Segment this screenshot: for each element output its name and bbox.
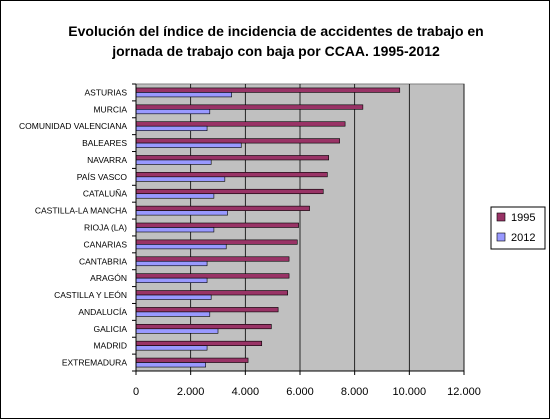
legend-label-1995: 1995 bbox=[511, 212, 535, 224]
x-tick-label: 4.000 bbox=[232, 386, 260, 398]
category-label: GALICIA bbox=[93, 324, 127, 334]
bar-1995 bbox=[135, 256, 290, 262]
category-label: MADRID bbox=[93, 341, 127, 351]
x-tick-label: 6.000 bbox=[286, 386, 314, 398]
category-label: BALEARES bbox=[82, 138, 127, 148]
category-label: CANTABRIA bbox=[79, 256, 127, 266]
bar-2012 bbox=[135, 260, 208, 267]
category-label: COMUNIDAD VALENCIANA bbox=[19, 121, 127, 131]
bar-2012 bbox=[135, 92, 232, 98]
bar-2012 bbox=[135, 328, 219, 334]
chart-title: Evolución del índice de incidencia de ac… bbox=[1, 21, 550, 61]
x-tick-label: 2.000 bbox=[177, 386, 205, 398]
legend-label-2012: 2012 bbox=[511, 232, 535, 244]
bar-1995 bbox=[135, 290, 288, 296]
bar-2012 bbox=[135, 159, 212, 165]
bar-1995 bbox=[135, 357, 249, 363]
bar-1995 bbox=[135, 205, 310, 211]
category-label: CASTILLA Y LEÓN bbox=[54, 290, 127, 300]
bar-2012 bbox=[135, 294, 212, 300]
category-label: ARAGÓN bbox=[90, 273, 127, 283]
bar-1995 bbox=[135, 323, 272, 330]
legend-swatch-2012 bbox=[496, 232, 506, 242]
bar-2012 bbox=[135, 345, 208, 351]
bar-1995 bbox=[135, 172, 328, 178]
category-label: CATALUÑA bbox=[83, 189, 127, 199]
x-tick-label: 12.000 bbox=[447, 386, 481, 398]
category-label: CASTILLA-LA MANCHA bbox=[35, 206, 127, 216]
bar-1995 bbox=[135, 222, 299, 228]
bar-2012 bbox=[135, 193, 215, 199]
category-label: RIOJA (LA) bbox=[84, 223, 127, 233]
category-label: ASTURIAS bbox=[84, 87, 127, 97]
bar-1995 bbox=[135, 87, 401, 93]
bar-2012 bbox=[135, 244, 227, 250]
bar-1995 bbox=[135, 239, 298, 245]
bar-2012 bbox=[135, 176, 226, 182]
bar-1995 bbox=[135, 138, 340, 144]
legend: 1995 2012 bbox=[490, 206, 546, 250]
bar-2012 bbox=[135, 311, 211, 317]
bar-2012 bbox=[135, 277, 208, 283]
bar-2012 bbox=[135, 109, 211, 115]
x-tick-label: 0 bbox=[133, 386, 139, 398]
bar-1995 bbox=[135, 307, 279, 313]
category-label: PAÍS VASCO bbox=[77, 172, 128, 182]
legend-swatch-1995 bbox=[496, 212, 506, 222]
category-label: NAVARRA bbox=[87, 155, 127, 165]
x-tick-label: 8.000 bbox=[341, 386, 369, 398]
bar-1995 bbox=[135, 121, 346, 127]
bar-2012 bbox=[135, 210, 228, 216]
bar-1995 bbox=[135, 104, 364, 110]
bar-1995 bbox=[135, 155, 329, 161]
bar-2012 bbox=[135, 125, 208, 132]
category-label: CANARIAS bbox=[84, 239, 128, 249]
category-label: ANDALUCÍA bbox=[78, 307, 127, 317]
bar-1995 bbox=[135, 340, 263, 346]
bar-2012 bbox=[135, 227, 215, 233]
bar-2012 bbox=[135, 142, 242, 148]
category-label: EXTREMADURA bbox=[62, 358, 128, 368]
chart-title-line-1: Evolución del índice de incidencia de ac… bbox=[68, 23, 484, 39]
category-label: MURCIA bbox=[93, 104, 127, 114]
bar-2012 bbox=[135, 362, 206, 368]
bar-1995 bbox=[135, 188, 324, 195]
chart-title-line-2: jornada de trabajo con baja por CCAA. 19… bbox=[112, 43, 440, 59]
x-tick-label: 10.000 bbox=[393, 386, 427, 398]
bar-1995 bbox=[135, 273, 290, 279]
